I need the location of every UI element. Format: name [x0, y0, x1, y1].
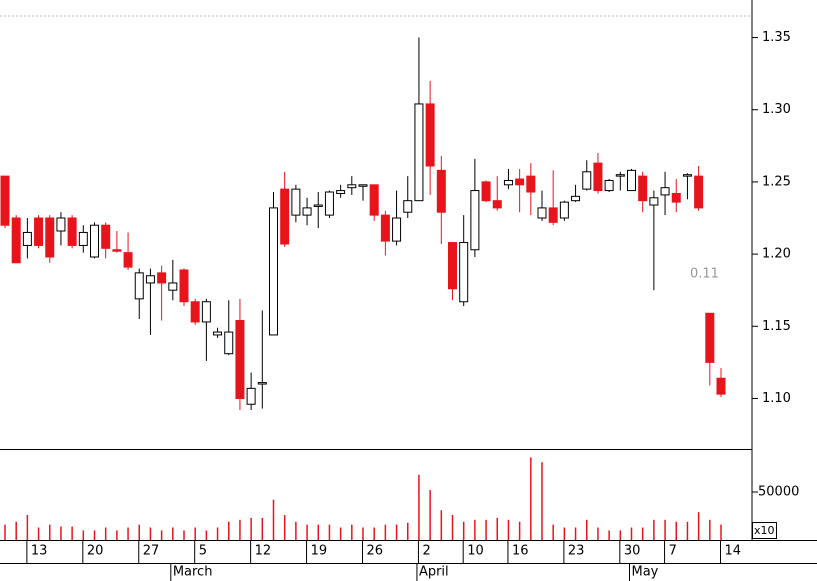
candle-body — [470, 190, 480, 251]
x-tick-label: 20 — [87, 544, 104, 559]
month-label: May — [632, 565, 659, 580]
candle-body — [269, 207, 278, 336]
candle-body — [67, 217, 77, 246]
candle-body — [649, 197, 659, 206]
candle-body — [682, 174, 692, 177]
candle-body — [246, 387, 256, 405]
y-tick-label: 1.20 — [762, 247, 791, 262]
x-tick-label: 30 — [624, 544, 641, 559]
annotation: 0.11 — [690, 267, 719, 282]
x-tick-label: 16 — [512, 544, 529, 559]
candle-body — [515, 178, 525, 186]
x-tick-label: 19 — [311, 544, 328, 559]
y-tick-label: 1.25 — [762, 174, 791, 189]
candle-body — [705, 312, 715, 363]
candle-body — [56, 217, 66, 232]
candle-body — [615, 174, 625, 177]
x-tick-label: 27 — [143, 544, 160, 559]
candle-body — [123, 252, 133, 268]
candle-body — [134, 272, 144, 300]
candle-body — [448, 242, 457, 290]
candle-body — [291, 188, 301, 216]
candle-body — [369, 184, 379, 216]
candle-body — [313, 204, 323, 207]
candle-body — [78, 231, 88, 246]
x-tick-label: 13 — [31, 544, 48, 559]
candle-body — [503, 179, 513, 186]
candle-body — [213, 331, 223, 336]
candle-body — [235, 320, 245, 399]
candle-body — [403, 200, 413, 213]
candle-body — [694, 175, 704, 209]
candle-body — [425, 103, 435, 167]
candle-body — [34, 217, 44, 246]
x-tick-label: 7 — [669, 544, 677, 559]
candle-body — [392, 217, 402, 242]
candle-body — [0, 175, 10, 226]
candle-body — [660, 187, 670, 196]
candle-body — [627, 169, 636, 192]
candle-body — [537, 207, 547, 219]
candle-body — [257, 382, 267, 385]
candle-body — [414, 103, 424, 202]
candle-body — [145, 275, 155, 284]
candle-body — [201, 301, 211, 323]
candle-body — [280, 188, 290, 245]
candle-body — [638, 175, 648, 202]
candle-body — [671, 192, 681, 203]
candle-body — [380, 214, 390, 242]
scale-box — [752, 522, 777, 539]
volume-scale-label: x10 — [754, 524, 775, 537]
candle-body — [324, 191, 334, 216]
candle-body — [559, 201, 569, 219]
candle-body — [459, 242, 469, 303]
candle-body — [302, 207, 312, 216]
candle-body — [11, 217, 21, 264]
candle-body — [526, 175, 536, 193]
candle-body — [548, 207, 558, 223]
candle-body — [168, 282, 178, 291]
candle-body — [593, 162, 603, 192]
candle-body — [358, 184, 368, 187]
candle-body — [436, 169, 446, 213]
y-tick-label: 1.35 — [762, 30, 791, 45]
candle-body — [481, 181, 491, 202]
candle-body — [22, 231, 32, 246]
y-tick-label: 1.15 — [762, 319, 791, 334]
candle-body — [90, 224, 99, 258]
x-tick-label: 14 — [725, 544, 742, 559]
candle-body — [101, 224, 111, 249]
month-label: March — [173, 565, 213, 580]
candle-body — [45, 217, 55, 258]
x-tick-label: 5 — [199, 544, 207, 559]
x-tick-label: 10 — [467, 544, 484, 559]
candle-body — [716, 377, 726, 395]
month-label: April — [419, 565, 449, 580]
candle-body — [347, 184, 357, 189]
y-tick-label: 1.10 — [762, 391, 791, 406]
candle-body — [492, 200, 502, 209]
candle-body — [224, 331, 234, 355]
x-tick-label: 12 — [255, 544, 272, 559]
candle-body — [157, 272, 167, 284]
x-tick-label: 2 — [422, 544, 430, 559]
candle-body — [336, 190, 346, 194]
candle-body — [571, 195, 581, 202]
candle-body — [112, 249, 122, 252]
x-tick-label: 23 — [568, 544, 585, 559]
candle-body — [582, 171, 592, 190]
y-tick-label: 1.30 — [762, 102, 791, 117]
candle-body — [179, 269, 189, 303]
y2-tick-label: 50000 — [758, 485, 799, 500]
x-tick-label: 26 — [367, 544, 384, 559]
candle-body — [190, 301, 200, 323]
candle-body — [604, 179, 614, 192]
